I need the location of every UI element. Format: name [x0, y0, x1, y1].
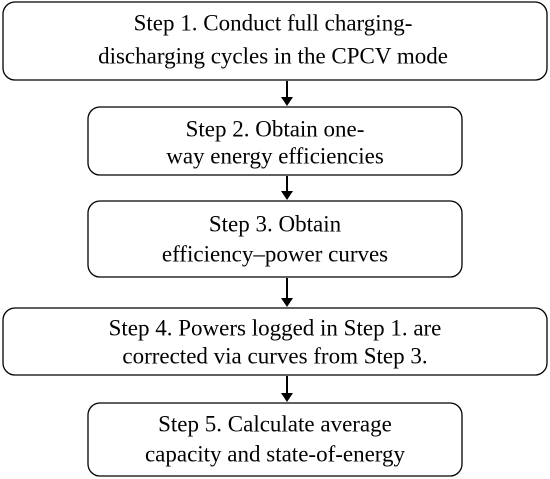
arrow	[281, 376, 293, 402]
step-box	[87, 200, 463, 278]
step-box	[87, 402, 463, 477]
step-text: corrected via curves from Step 3.	[122, 343, 427, 368]
step-text: capacity and state-of-energy	[145, 441, 406, 466]
step-box	[87, 106, 463, 176]
step-text: Step 2. Obtain one-	[186, 116, 365, 141]
step-text: efficiency–power curves	[162, 241, 388, 266]
step-box	[2, 1, 548, 81]
step-text: Step 5. Calculate average	[158, 411, 392, 436]
step-text: Step 3. Obtain	[209, 211, 342, 236]
arrow	[281, 176, 293, 200]
step-box	[2, 307, 548, 376]
arrow	[281, 81, 293, 106]
step-text: discharging cycles in the CPCV mode	[98, 43, 448, 68]
step-text: Step 1. Conduct full charging-	[134, 10, 413, 35]
step-text: Step 4. Powers logged in Step 1. are	[109, 315, 442, 340]
arrow	[281, 278, 293, 307]
step-text: way energy efficiencies	[166, 143, 384, 168]
